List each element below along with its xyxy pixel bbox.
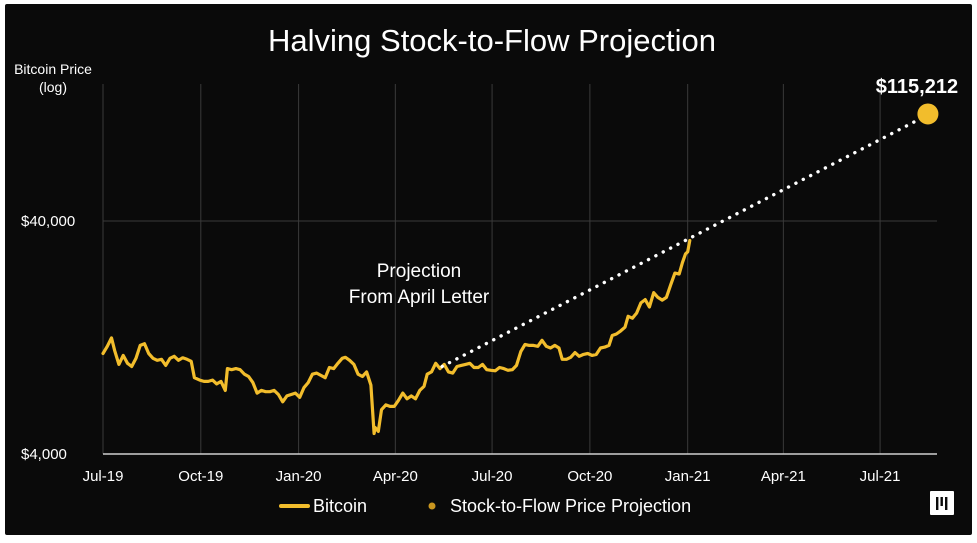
y-axis-label: Bitcoin Price (log) [14,61,92,95]
pantera-logo-icon [930,491,954,515]
chart: Halving Stock-to-Flow Projection Bitcoin… [14,23,958,516]
bitcoin-series-line [101,238,692,436]
x-tick-label: Jan-21 [665,468,711,485]
x-tick-label: Jul-21 [860,468,901,485]
y-axis-ticks: $4,000 $40,000 [21,213,75,463]
y-tick-label: $4,000 [21,446,67,463]
x-tick-label: Jul-19 [83,468,124,485]
x-tick-label: Jul-20 [472,468,513,485]
legend: Bitcoin Stock-to-Flow Price Projection [279,496,691,516]
x-tick-label: Jan-20 [276,468,322,485]
legend-projection-swatch [428,502,436,510]
legend-bitcoin-label: Bitcoin [313,496,367,516]
grid-lines [102,84,937,455]
projection-annotation: Projection From April Letter [349,261,490,308]
projection-end-point [917,103,939,125]
chart-title: Halving Stock-to-Flow Projection [268,23,716,58]
x-tick-label: Oct-19 [178,468,223,485]
legend-projection-label: Stock-to-Flow Price Projection [450,496,691,516]
x-axis-ticks: Jul-19 Oct-19 Jan-20 Apr-20 Jul-20 Oct-20 Jan-… [83,468,901,485]
projection-end-label: $115,212 [876,76,958,98]
stock-to-flow-projection-line [440,117,922,369]
x-tick-label: Apr-21 [761,468,806,485]
chart-frame: Halving Stock-to-Flow Projection Bitcoin… [5,4,972,535]
x-tick-label: Oct-20 [567,468,612,485]
y-tick-label: $40,000 [21,213,75,230]
x-tick-label: Apr-20 [373,468,418,485]
